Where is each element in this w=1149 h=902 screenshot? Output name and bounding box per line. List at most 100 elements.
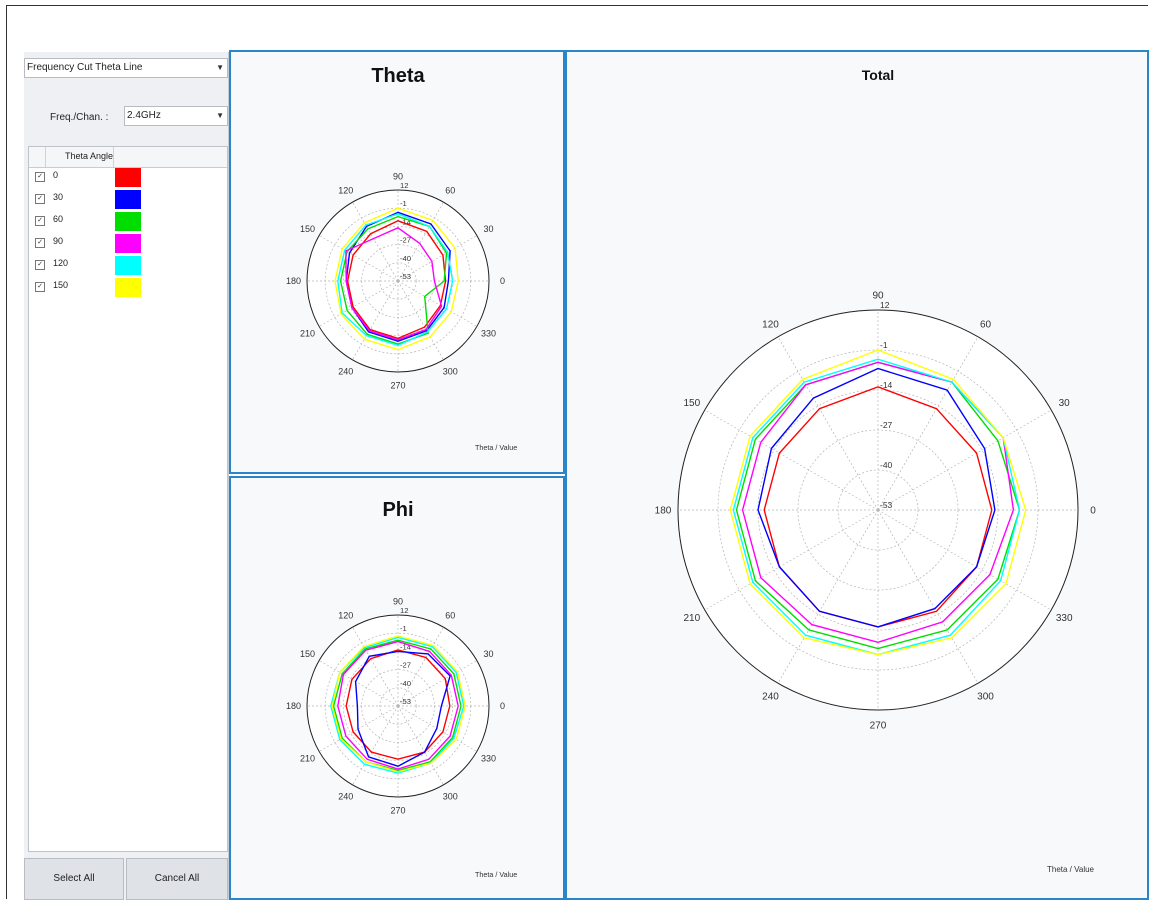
legend-text: Theta / Value: [1047, 865, 1095, 874]
row-value: 150: [53, 280, 69, 290]
grid-spoke: [704, 509, 879, 611]
row-checkbox[interactable]: ✓: [35, 260, 45, 270]
phi-chart-panel: Phi 0 30 60 90 120 150 180 210 240 270 300 330 12 -1 -1…: [229, 476, 565, 900]
angle-tick-label: 150: [300, 224, 315, 234]
grid-spoke: [397, 202, 444, 282]
radial-tick-label: -27: [400, 661, 411, 670]
color-swatch[interactable]: [115, 168, 141, 187]
angle-tick-label: 240: [338, 367, 353, 377]
outer-ring: [677, 309, 1079, 711]
grid-spoke: [352, 705, 399, 785]
angle-tick-label: 180: [286, 701, 301, 711]
radial-tick-label: -53: [880, 500, 893, 510]
grid-spoke: [352, 202, 399, 282]
grid-spoke: [877, 409, 1052, 511]
angle-tick-label: 270: [870, 721, 887, 732]
radial-tick-label: -1: [400, 624, 407, 633]
row-checkbox[interactable]: ✓: [35, 216, 45, 226]
total-chart-panel: Total 0 30 60 90 120 150 180 210 240 270 300 330 12 -1…: [565, 50, 1149, 900]
table-header: Theta Angle: [29, 147, 227, 168]
row-value: 120: [53, 258, 69, 268]
freq-label: Freq./Chan. :: [50, 112, 109, 123]
color-swatch[interactable]: [115, 256, 141, 275]
grid-spoke: [397, 660, 477, 707]
row-checkbox[interactable]: ✓: [35, 194, 45, 204]
radial-tick-label: 12: [880, 300, 890, 310]
table-row[interactable]: ✓ 30: [29, 189, 227, 211]
series-line: [331, 635, 466, 773]
angle-tick-label: 30: [483, 224, 493, 234]
series-line: [763, 386, 993, 628]
legend-text: Theta / Value: [475, 870, 517, 879]
grid-spoke: [319, 235, 399, 282]
chart-title: Total: [862, 67, 894, 83]
angle-tick-label: 180: [655, 506, 672, 517]
grid-spoke: [704, 409, 879, 511]
radial-tick-label: 12: [400, 606, 409, 615]
angle-tick-label: 60: [445, 186, 455, 196]
mode-select[interactable]: Frequency Cut Theta Line ▼: [24, 58, 228, 78]
outer-ring: [306, 189, 490, 373]
angle-tick-label: 300: [443, 792, 458, 802]
angle-tick-label: 0: [500, 701, 505, 711]
legend-text: Theta / Value: [475, 443, 517, 452]
angle-tick-label: 60: [445, 611, 455, 621]
grid-spoke: [877, 509, 1052, 611]
radial-tick-label: -27: [880, 420, 893, 430]
angle-tick-label: 270: [390, 381, 405, 391]
table-row[interactable]: ✓ 0: [29, 167, 227, 189]
angle-tick-label: 210: [683, 613, 700, 624]
angle-tick-label: 0: [1090, 506, 1096, 517]
total-polar-chart: Total 0 30 60 90 120 150 180 210 240 270 300 330 12 -1…: [655, 67, 1097, 874]
grid-spoke: [397, 627, 444, 707]
angle-tick-label: 60: [980, 319, 992, 330]
radial-tick-label: -27: [400, 236, 411, 245]
table-row[interactable]: ✓ 150: [29, 277, 227, 299]
angle-tick-label: 180: [286, 276, 301, 286]
theta-chart-panel: Theta 0 30 60 90 120 150 180 210 240 270 300 330 12 -1…: [229, 50, 565, 474]
row-value: 90: [53, 236, 64, 246]
grid-circle: [379, 262, 417, 300]
color-swatch[interactable]: [115, 234, 141, 253]
table-row[interactable]: ✓ 60: [29, 211, 227, 233]
angle-tick-label: 240: [762, 692, 779, 703]
select-all-button[interactable]: Select All: [24, 858, 124, 900]
color-swatch[interactable]: [115, 190, 141, 209]
chevron-down-icon: ▼: [216, 111, 224, 120]
theta-angle-table: Theta Angle ✓ 0 ✓ 30 ✓ 60 ✓ 90 ✓ 120 ✓ 1…: [28, 146, 228, 852]
radial-tick-label: -53: [400, 272, 411, 281]
theta-polar-chart: Theta 0 30 60 90 120 150 180 210 240 270 300 330 12 -1…: [286, 65, 517, 452]
phi-polar-chart: Phi 0 30 60 90 120 150 180 210 240 270 300 330 12 -1 -1…: [286, 499, 517, 879]
grid-spoke: [352, 627, 399, 707]
column-header-theta-angle: Theta Angle: [65, 151, 114, 161]
freq-select[interactable]: 2.4GHz ▼: [124, 106, 228, 126]
cancel-all-button[interactable]: Cancel All: [126, 858, 228, 900]
table-row[interactable]: ✓ 90: [29, 233, 227, 255]
angle-tick-label: 300: [977, 692, 994, 703]
radial-tick-label: -53: [400, 697, 411, 706]
angle-tick-label: 270: [390, 806, 405, 816]
row-checkbox[interactable]: ✓: [35, 238, 45, 248]
angle-tick-label: 90: [872, 291, 884, 302]
row-checkbox[interactable]: ✓: [35, 282, 45, 292]
radial-tick-label: -14: [400, 217, 412, 226]
angle-tick-label: 300: [443, 367, 458, 377]
chevron-down-icon: ▼: [216, 63, 224, 72]
angle-tick-label: 90: [393, 172, 403, 182]
angle-tick-label: 0: [500, 276, 505, 286]
table-row[interactable]: ✓ 120: [29, 255, 227, 277]
radial-tick-label: -1: [400, 199, 407, 208]
mode-select-value: Frequency Cut Theta Line: [27, 62, 143, 73]
grid-spoke: [319, 280, 399, 327]
grid-spoke: [777, 336, 879, 511]
angle-tick-label: 30: [1059, 398, 1071, 409]
row-value: 60: [53, 214, 64, 224]
freq-select-value: 2.4GHz: [127, 110, 161, 121]
series-line: [334, 207, 459, 351]
color-swatch[interactable]: [115, 212, 141, 231]
color-swatch[interactable]: [115, 278, 141, 297]
chart-title: Phi: [382, 499, 413, 521]
angle-tick-label: 120: [338, 611, 353, 621]
row-checkbox[interactable]: ✓: [35, 172, 45, 182]
angle-tick-label: 330: [1056, 613, 1073, 624]
